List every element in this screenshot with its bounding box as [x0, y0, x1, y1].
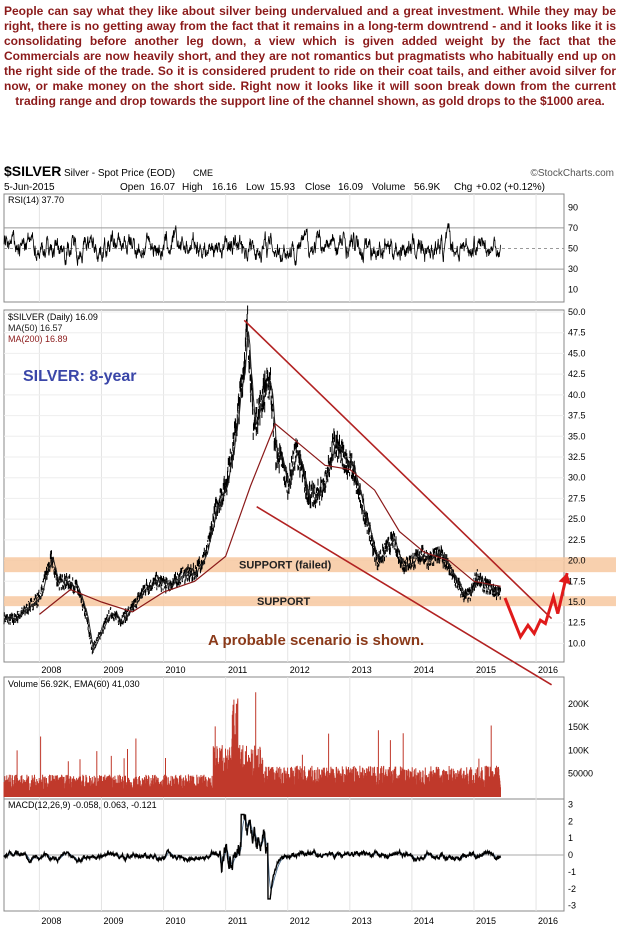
ohlc-open-value: 16.07 — [150, 182, 175, 193]
price-x-tick-label: 2008 — [41, 665, 61, 675]
price-tick-label: 50.0 — [568, 307, 586, 317]
ohlc-low-value: 15.93 — [270, 182, 295, 193]
price-tick-label: 12.5 — [568, 618, 586, 628]
volume-tick-label: 150K — [568, 722, 589, 732]
macd-legend: MACD(12,26,9) -0.058, 0.063, -0.121 — [8, 800, 157, 810]
price-x-tick-label: 2011 — [228, 665, 247, 675]
macd-x-tick-label: 2009 — [103, 916, 123, 926]
macd-x-tick-label: 2013 — [352, 916, 372, 926]
volume-legend: Volume 56.92K, EMA(60) 41,030 — [8, 679, 140, 689]
macd-x-tick-label: 2016 — [538, 916, 558, 926]
price-tick-label: 47.5 — [568, 328, 586, 338]
macd-x-tick-label: 2014 — [414, 916, 434, 926]
ma50-line — [3, 330, 501, 649]
support-band-label: SUPPORT — [257, 596, 310, 608]
ohlc-open-label: Open — [120, 182, 144, 193]
ohlc-close-label: Close — [305, 182, 331, 193]
symbol-label: $SILVER — [4, 163, 61, 179]
rsi-tick-label: 10 — [568, 285, 578, 295]
price-legend-silver: $SILVER (Daily) 16.09 — [8, 312, 98, 322]
price-tick-label: 10.0 — [568, 638, 586, 648]
macd-x-tick-label: 2008 — [41, 916, 61, 926]
support-band — [4, 596, 616, 607]
price-tick-label: 17.5 — [568, 576, 586, 586]
price-tick-label: 25.0 — [568, 514, 586, 524]
ohlc-volume-label: Volume — [372, 182, 406, 193]
price-tick-label: 20.0 — [568, 556, 586, 566]
price-tick-label: 30.0 — [568, 473, 586, 483]
price-x-tick-label: 2012 — [290, 665, 310, 675]
price-legend-ma200: MA(200) 16.89 — [8, 334, 68, 344]
watermark-label: ©StockCharts.com — [530, 168, 614, 179]
volume-bars — [3, 692, 501, 797]
exchange-label: CME — [193, 168, 213, 178]
price-tick-label: 32.5 — [568, 452, 586, 462]
ohlc-chg-label: Chg — [454, 182, 472, 193]
commentary-text: People can say what they like about silv… — [4, 4, 616, 108]
macd-tick-label: 3 — [568, 799, 573, 809]
ohlc-chg-value: +0.02 (+0.12%) — [476, 182, 545, 193]
rsi-tick-label: 30 — [568, 264, 578, 274]
price-x-tick-label: 2015 — [476, 665, 496, 675]
description-label: Silver - Spot Price (EOD) — [64, 168, 175, 179]
rsi-tick-label: 70 — [568, 223, 578, 233]
rsi-tick-label: 90 — [568, 202, 578, 212]
support-band-label: SUPPORT (failed) — [239, 560, 332, 572]
rsi-line — [3, 223, 501, 267]
price-tick-label: 27.5 — [568, 493, 586, 503]
date-label: 5-Jun-2015 — [4, 182, 55, 193]
price-tick-label: 42.5 — [568, 369, 586, 379]
price-panel — [3, 309, 565, 663]
price-legend-ma50: MA(50) 16.57 — [8, 323, 63, 333]
macd-x-tick-label: 2015 — [476, 916, 496, 926]
macd-tick-label: -2 — [568, 884, 576, 894]
price-x-tick-label: 2014 — [414, 665, 434, 675]
macd-x-tick-label: 2010 — [166, 916, 186, 926]
scenario-path — [503, 572, 569, 641]
rsi-tick-label: 50 — [568, 244, 578, 254]
macd-x-tick-label: 2012 — [290, 916, 310, 926]
scenario-arrowhead — [558, 573, 572, 585]
price-x-tick-label: 2009 — [103, 665, 123, 675]
scenario-annotation: A probable scenario is shown. — [208, 632, 424, 649]
ma200-line — [39, 422, 501, 615]
price-x-tick-label: 2013 — [352, 665, 372, 675]
macd-tick-label: 0 — [568, 850, 573, 860]
volume-tick-label: 50000 — [568, 769, 593, 779]
price-tick-label: 40.0 — [568, 390, 586, 400]
price-tick-label: 15.0 — [568, 597, 586, 607]
macd-line — [3, 813, 502, 900]
macd-tick-label: -3 — [568, 901, 576, 911]
price-x-tick-label: 2010 — [166, 665, 186, 675]
price-x-tick-label: 2016 — [538, 665, 558, 675]
volume-tick-label: 100K — [568, 745, 589, 755]
channel-upper-line — [243, 319, 553, 620]
ohlc-high-label: High — [182, 182, 203, 193]
ohlc-low-label: Low — [246, 182, 265, 193]
price-tick-label: 45.0 — [568, 348, 586, 358]
price-tick-label: 35.0 — [568, 431, 586, 441]
chart-header: $SILVER Silver - Spot Price (EOD) CME ©S… — [4, 163, 614, 193]
macd-tick-label: -1 — [568, 867, 576, 877]
ohlc-high-value: 16.16 — [212, 182, 237, 193]
volume-tick-label: 200K — [568, 699, 589, 709]
price-tick-label: 22.5 — [568, 535, 586, 545]
macd-tick-label: 2 — [568, 816, 573, 826]
macd-tick-label: 1 — [568, 833, 573, 843]
price-tick-label: 37.5 — [568, 411, 586, 421]
chart-title: SILVER: 8-year — [23, 368, 137, 385]
rsi-legend: RSI(14) 37.70 — [8, 195, 64, 205]
ohlc-volume-value: 56.9K — [414, 182, 440, 193]
support-band — [4, 557, 616, 573]
channel-lower-line — [256, 506, 552, 686]
ohlc-close-value: 16.09 — [338, 182, 363, 193]
macd-x-tick-label: 2011 — [228, 916, 247, 926]
